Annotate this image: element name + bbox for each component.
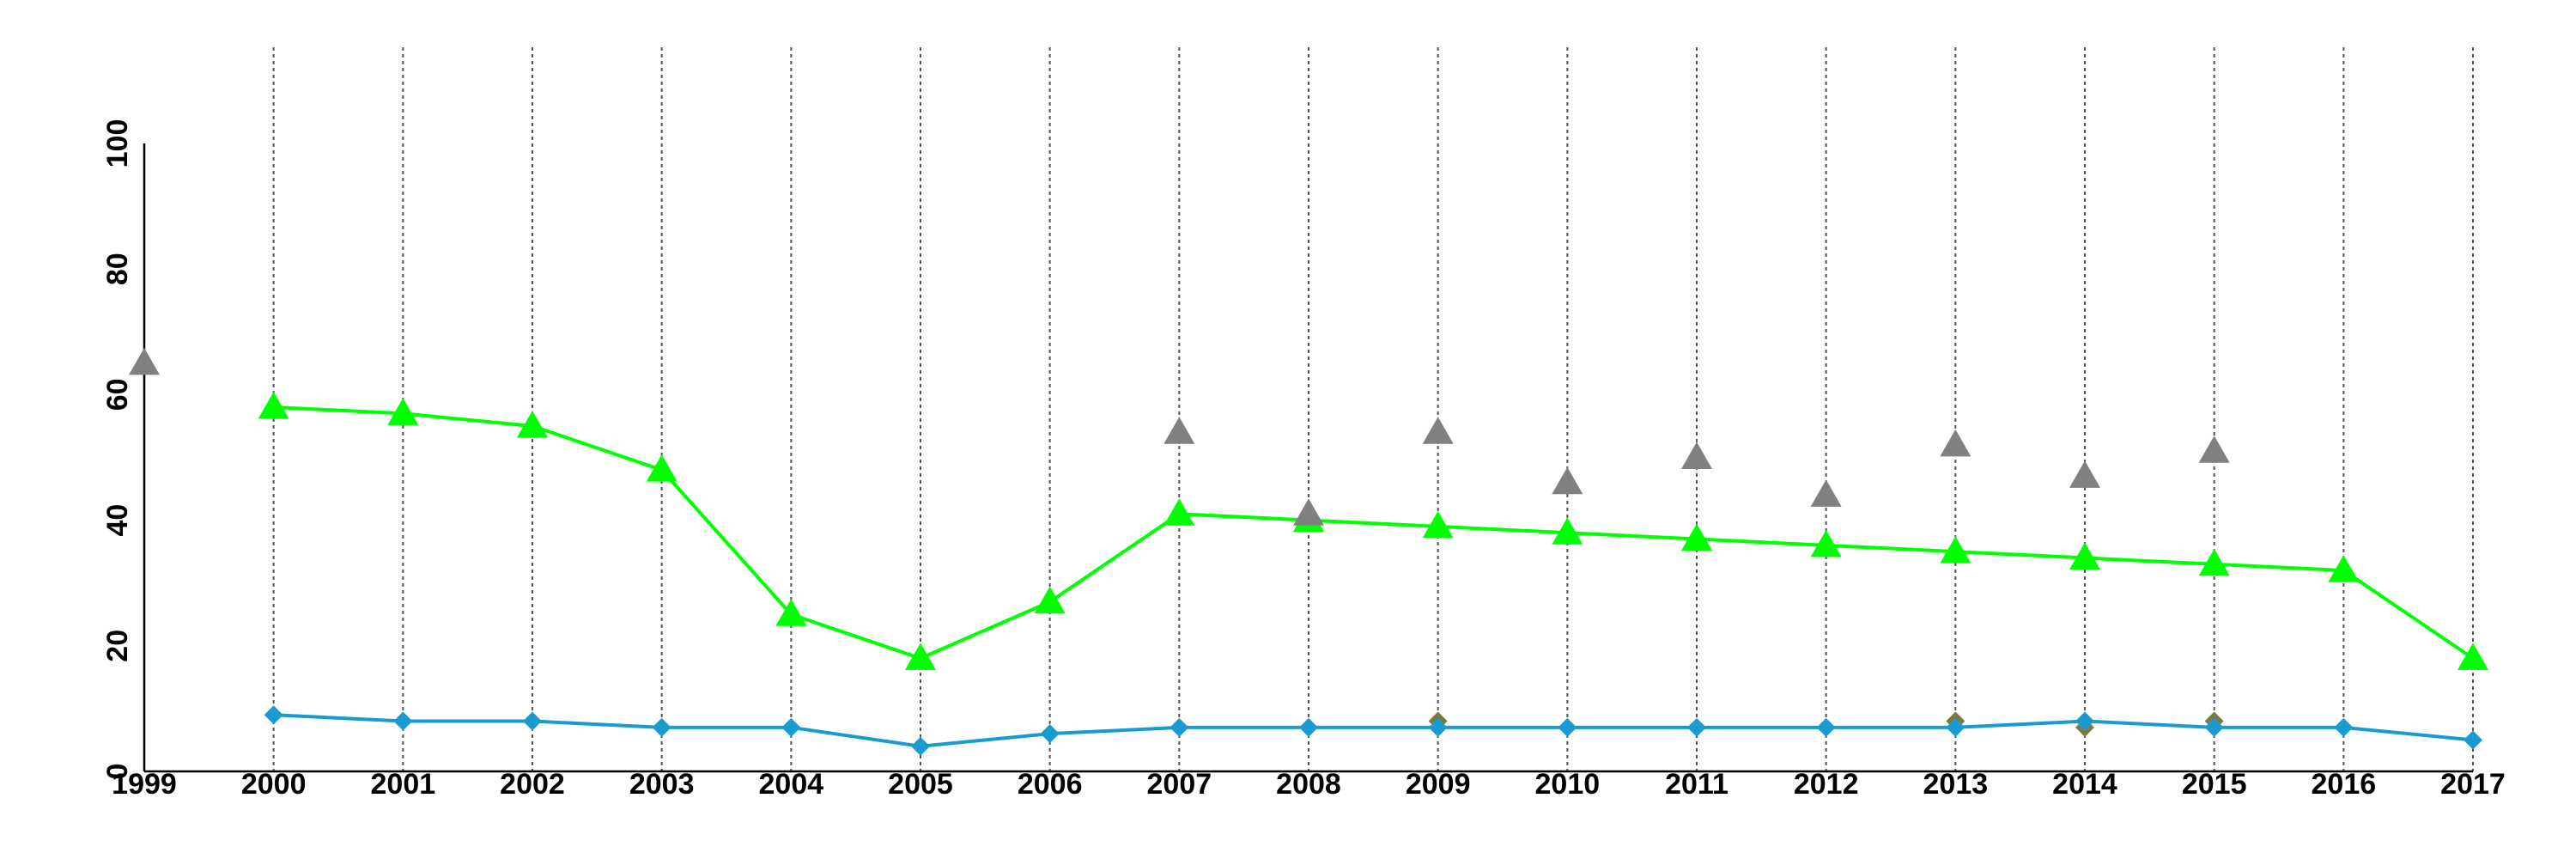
- x-tick-label: 2003: [629, 768, 695, 801]
- x-tick-label: 2016: [2312, 768, 2377, 801]
- x-tick-labels: 1999 2000 2001 2002 2003 2004 2005 2006 2007 2008…: [112, 768, 2506, 801]
- x-tick-label: 2013: [1923, 768, 1989, 801]
- data-point: [1810, 529, 1842, 557]
- data-point: [1816, 717, 1836, 737]
- vertical-grid: [272, 47, 2474, 771]
- data-point: [1940, 536, 1971, 564]
- data-point: [2198, 548, 2230, 576]
- data-point: [387, 398, 419, 425]
- x-tick-label: 2014: [2052, 768, 2117, 801]
- data-point: [775, 599, 807, 626]
- y-tick-label: 100: [101, 119, 134, 168]
- series-0: [258, 392, 2488, 670]
- data-point: [523, 711, 542, 731]
- data-point: [905, 643, 936, 670]
- data-point: [2328, 555, 2360, 582]
- x-tick-label: 2006: [1018, 768, 1083, 801]
- x-tick-label: 2011: [1665, 768, 1728, 801]
- data-point: [129, 347, 160, 375]
- data-point: [1810, 479, 1842, 507]
- x-tick-label: 2012: [1794, 768, 1859, 801]
- data-point: [1163, 417, 1195, 444]
- data-point: [2069, 460, 2100, 488]
- data-point: [2198, 436, 2230, 463]
- data-point: [2075, 711, 2094, 731]
- data-point: [652, 717, 671, 737]
- data-point: [1687, 717, 1706, 737]
- data-point: [1040, 724, 1060, 744]
- data-point: [1293, 498, 1324, 526]
- data-point: [264, 705, 283, 725]
- data-point: [646, 454, 677, 482]
- data-point: [1681, 523, 1712, 551]
- y-tick-label: 20: [101, 630, 134, 662]
- data-point: [1170, 717, 1189, 737]
- data-point: [1299, 717, 1318, 737]
- series-line: [273, 713, 2474, 748]
- x-tick-label: 2007: [1147, 768, 1212, 801]
- data-point: [781, 717, 801, 737]
- x-tick-label: 2010: [1535, 768, 1601, 801]
- data-point: [2204, 717, 2224, 737]
- data-point: [1940, 429, 1971, 457]
- x-tick-label: 2001: [371, 768, 436, 801]
- series-3: [264, 705, 2482, 756]
- data-point: [2334, 717, 2354, 737]
- data-point: [1552, 466, 1583, 495]
- x-tick-label: 2015: [2182, 768, 2247, 801]
- data-point: [2458, 643, 2488, 670]
- y-tick-label: 60: [101, 378, 134, 411]
- axes: [143, 143, 2473, 773]
- x-tick-label: 1999: [112, 768, 177, 801]
- data-point: [1558, 717, 1577, 737]
- data-point: [1681, 442, 1712, 469]
- data-point: [393, 711, 413, 731]
- y-tick-label: 40: [101, 504, 134, 537]
- x-tick-label: 2017: [2440, 768, 2506, 801]
- x-tick-label: 2008: [1276, 768, 1341, 801]
- data-point: [2464, 730, 2482, 750]
- data-point: [1428, 717, 1448, 737]
- y-tick-label: 0: [101, 764, 134, 780]
- x-tick-label: 2000: [241, 768, 307, 801]
- data-series: [129, 347, 2488, 756]
- x-tick-label: 2005: [888, 768, 953, 801]
- data-point: [1422, 510, 1454, 539]
- data-point: [1163, 498, 1195, 526]
- x-tick-label: 2004: [759, 768, 824, 801]
- series-1: [129, 347, 2230, 526]
- data-point: [1552, 517, 1583, 545]
- data-point: [258, 392, 289, 419]
- x-tick-label: 2002: [500, 768, 565, 801]
- y-tick-labels: 0 20 40 60 80 100: [101, 119, 134, 780]
- data-point: [1422, 417, 1454, 444]
- data-point: [1946, 717, 1965, 737]
- data-point: [911, 736, 930, 756]
- series-line: [273, 405, 2475, 661]
- x-tick-label: 2009: [1406, 768, 1471, 801]
- data-point: [1034, 586, 1066, 614]
- data-point: [517, 410, 548, 438]
- y-tick-label: 80: [101, 253, 134, 285]
- data-point: [2069, 542, 2100, 570]
